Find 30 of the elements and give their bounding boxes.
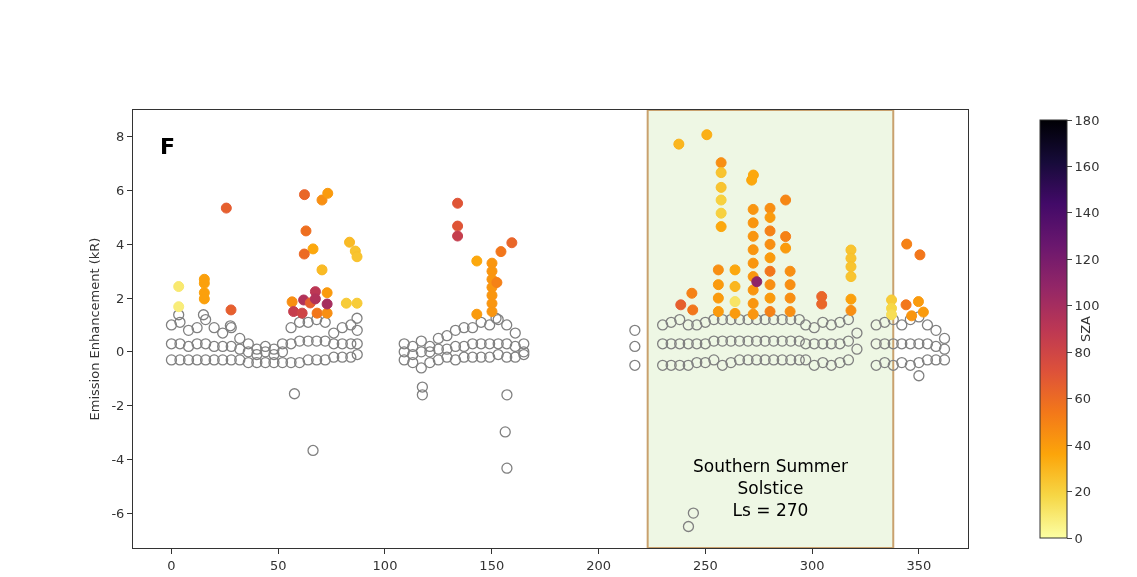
annotation: F: [160, 134, 176, 159]
color-bar-label: 0: [1074, 530, 1083, 546]
x-tick-label: 300: [799, 557, 825, 573]
y-tick-label: 2: [116, 290, 125, 306]
y-tick-label: 6: [116, 183, 125, 199]
color-bar-title: SZA: [1077, 315, 1093, 343]
x-tick-label: 50: [269, 557, 287, 573]
y-axis-title: Emission Enhancement (kR): [87, 237, 103, 421]
x-tick-label: 100: [372, 557, 398, 573]
color-bar-label: 60: [1074, 391, 1092, 407]
color-bar-label: 40: [1074, 437, 1092, 453]
color-bar-label: 160: [1074, 158, 1100, 174]
color-bar-label: 20: [1074, 484, 1092, 500]
x-tick-label: 250: [692, 557, 718, 573]
x-tick-label: 0: [167, 557, 176, 573]
color-bar-label: 100: [1074, 298, 1100, 314]
x-tick-label: 150: [479, 557, 505, 573]
color-bar-label: 140: [1074, 205, 1100, 221]
y-tick-label: -4: [111, 451, 125, 467]
color-bar-label: 180: [1074, 112, 1100, 128]
x-tick-label: 200: [586, 557, 611, 573]
color-bar-label: 120: [1074, 251, 1100, 267]
y-tick-label: 8: [116, 129, 125, 145]
y-tick-label: -2: [111, 398, 125, 414]
color-bar-label: 80: [1074, 344, 1092, 360]
y-tick-label: 4: [116, 236, 125, 252]
y-tick-label: -6: [111, 505, 125, 521]
band-label: Southern Summer Solstice Ls = 270: [693, 456, 848, 521]
x-tick-label: 350: [906, 557, 932, 573]
y-tick-label: 0: [116, 344, 125, 360]
